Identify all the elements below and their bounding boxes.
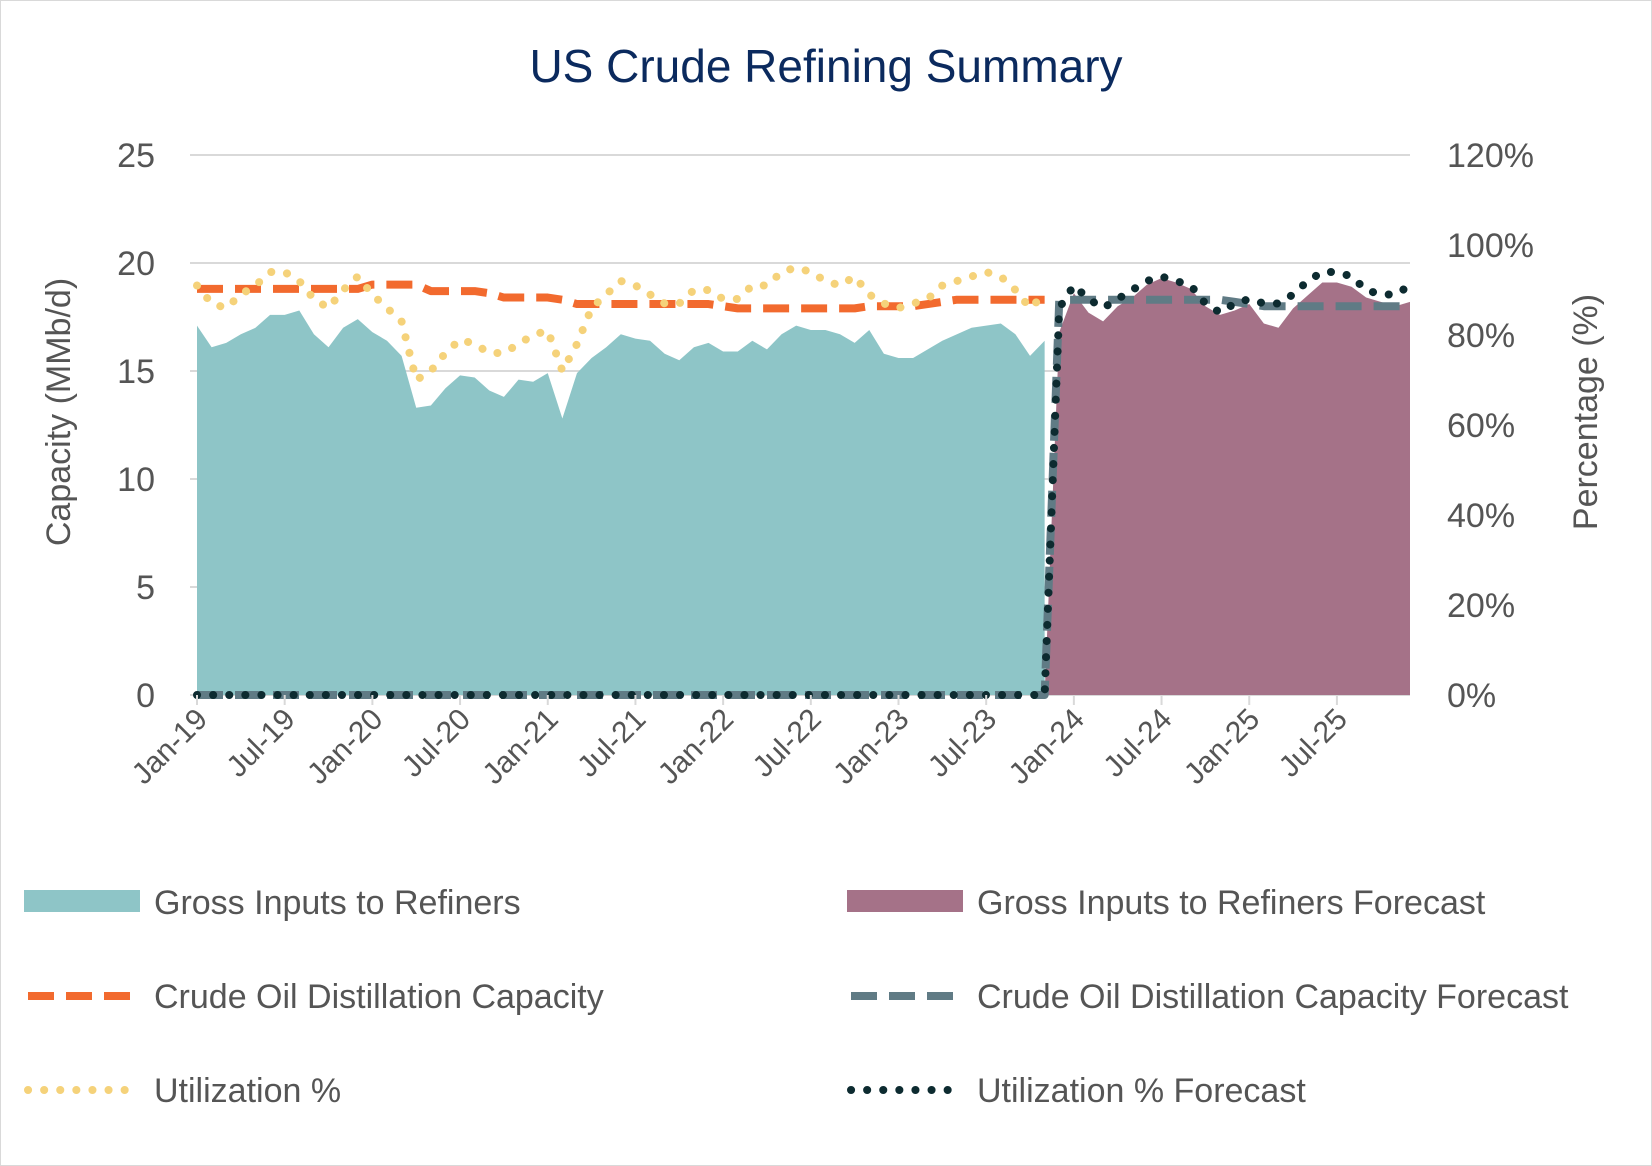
x-tick-label: Jul-20 xyxy=(396,703,477,784)
y-axis-right-ticks: 0% 20% 40% 60% 80% 100% 120% xyxy=(1447,137,1534,715)
x-tick-label: Jan-21 xyxy=(476,703,564,791)
y2-tick-label: 60% xyxy=(1447,407,1515,445)
x-tick-label: Jul-25 xyxy=(1273,703,1354,784)
y-tick-label: 15 xyxy=(117,353,155,391)
x-tick-label: Jul-24 xyxy=(1097,703,1178,784)
x-tick-label: Jan-24 xyxy=(1003,703,1091,791)
y-axis-right-label: Percentage (%) xyxy=(1567,294,1605,530)
y-tick-label: 20 xyxy=(117,245,155,283)
legend-item: Gross Inputs to Refiners Forecast xyxy=(847,884,1486,922)
y-axis-left-label: Capacity (MMb/d) xyxy=(40,278,78,546)
legend-item: Crude Oil Distillation Capacity Forecast xyxy=(851,978,1569,1016)
legend-item: Utilization % xyxy=(24,1072,341,1110)
legend-label: Crude Oil Distillation Capacity Forecast xyxy=(977,978,1569,1016)
x-tick-label: Jan-25 xyxy=(1178,703,1266,791)
y-tick-label: 25 xyxy=(117,137,155,175)
line-utilization- xyxy=(193,263,1049,384)
legend-item: Utilization % Forecast xyxy=(847,1072,1306,1110)
y2-tick-label: 20% xyxy=(1447,587,1515,625)
x-tick-label: Jul-19 xyxy=(221,703,302,784)
area-gross-inputs-to-refiners-forecast xyxy=(197,278,1410,695)
x-tick-label: Jul-21 xyxy=(571,703,652,784)
legend-label: Utilization % Forecast xyxy=(977,1072,1306,1110)
y2-tick-label: 0% xyxy=(1447,677,1496,715)
y-axis-left-ticks: 0 5 10 15 20 25 xyxy=(117,137,155,715)
legend-label: Gross Inputs to Refiners xyxy=(154,884,521,922)
chart-title: US Crude Refining Summary xyxy=(529,40,1122,92)
y-tick-label: 0 xyxy=(136,677,155,715)
legend-label: Utilization % xyxy=(154,1072,341,1110)
y2-tick-label: 80% xyxy=(1447,317,1515,355)
legend-item: Gross Inputs to Refiners xyxy=(24,884,521,922)
x-tick-label: Jan-22 xyxy=(652,703,740,791)
y-tick-label: 10 xyxy=(117,461,155,499)
legend: Gross Inputs to Refiners Gross Inputs to … xyxy=(24,884,1569,1110)
area-gross-inputs-to-refiners xyxy=(197,310,1045,695)
legend-swatch xyxy=(847,890,963,912)
line-crude-oil-distillation-capacity xyxy=(197,280,1045,313)
line-series xyxy=(193,263,1414,699)
x-tick-label: Jan-23 xyxy=(827,703,915,791)
x-tick-label: Jan-20 xyxy=(301,703,389,791)
x-tick-label: Jan-19 xyxy=(126,703,214,791)
y2-tick-label: 120% xyxy=(1447,137,1534,175)
x-axis-ticks: Jan-19 Jul-19 Jan-20 Jul-20 Jan-21 Jul-21 Jan-… xyxy=(126,695,1354,791)
y-tick-label: 5 xyxy=(136,569,155,607)
area-series xyxy=(197,278,1410,695)
line-crude-oil-distillation-capacity-forecast xyxy=(197,295,1410,699)
legend-label: Gross Inputs to Refiners Forecast xyxy=(977,884,1486,922)
legend-item: Crude Oil Distillation Capacity xyxy=(28,978,604,1016)
legend-label: Crude Oil Distillation Capacity xyxy=(154,978,604,1016)
y2-tick-label: 40% xyxy=(1447,497,1515,535)
x-tick-label: Jul-22 xyxy=(747,703,828,784)
legend-swatch xyxy=(24,890,140,912)
y2-tick-label: 100% xyxy=(1447,227,1534,265)
x-tick-label: Jul-23 xyxy=(922,703,1003,784)
